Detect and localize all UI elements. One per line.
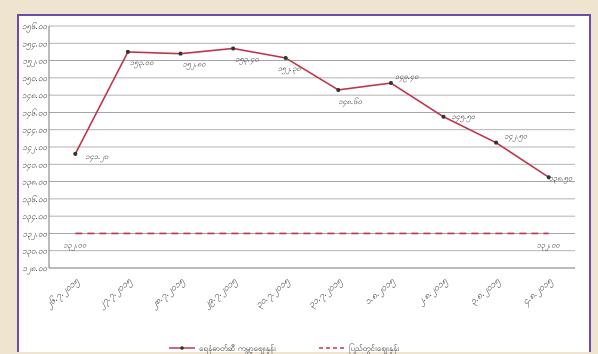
x-tick-label: ၂.၈.၂၀၁၅ — [415, 276, 450, 308]
y-tick-label: ၁၃၀.၀၀ — [22, 247, 48, 258]
data-label: ၁၄၅.၅၀ — [452, 112, 476, 123]
line-chart: ၁၂၈.၀၀ ၁၃၀.၀၀ ၁၃၂.၀၀ ၁၃၄.၀၀ ၁၃၆.၀၀ ၁၃၈.၀၀ ၁၄၀.… — [22, 22, 575, 354]
y-tick-label: ၁၄၈.၀၀ — [22, 91, 48, 102]
data-point — [73, 151, 78, 156]
x-tick-label: ၄.၈.၂၀၁၅ — [521, 276, 556, 308]
data-label: ၁၅၃.၀၀ — [130, 58, 154, 69]
x-tick-label: ၃၁.၇.၂၀၁၅ — [307, 276, 346, 311]
data-point — [231, 46, 236, 51]
data-point — [388, 81, 393, 86]
y-tick-label: ၁၅၀.၀၀ — [22, 74, 48, 85]
data-label: ၁၄၂.၅၀ — [504, 132, 528, 143]
y-tick-label: ၁၄၄.၀၀ — [22, 126, 48, 137]
data-label: ၁၅၂.၃၀ — [278, 64, 302, 75]
legend-marker — [180, 346, 184, 350]
x-tick-label: ၂၈.၇.၂၀၁၅ — [149, 276, 188, 311]
y-tick-label: ၁၃၄.၀၀ — [22, 212, 48, 223]
data-label: ၁၃၂.၀၀ — [537, 240, 561, 251]
data-label: ၁၄၉.၄၀ — [395, 72, 419, 83]
data-point — [178, 51, 183, 56]
legend-label: ပြည်တွင်းဈေးနှုန်း — [349, 343, 400, 354]
y-tick-label: ၁၄၂.၀၀ — [23, 143, 48, 154]
x-tick-label: ၂၉.၇.၂၀၁၅ — [201, 276, 240, 311]
data-point — [283, 55, 288, 60]
data-point — [546, 175, 551, 180]
series-line-0 — [74, 47, 550, 178]
y-tick-label: ၁၅၄.၀၀ — [22, 39, 48, 50]
y-tick-label: ၁၃၂.၀၀ — [23, 229, 48, 240]
x-tick-label: ၁.၈.၂၀၁၅ — [363, 276, 398, 308]
data-point — [441, 114, 446, 119]
y-tick-label: ၁၅၂.၀၀ — [23, 57, 48, 68]
x-tick-label: ၃.၈.၂၀၁၅ — [468, 276, 503, 308]
y-tick-label: ၁၂၈.၀၀ — [22, 264, 47, 275]
x-tick-label: ၃၀.၇.၂၀၁၅ — [254, 276, 293, 311]
data-label: ၁၄၈.၆၀ — [338, 97, 362, 108]
x-tick-label: ၂၆.၇.၂၀၁၅ — [43, 275, 83, 311]
data-label: ၁၄၁.၂၀ — [85, 152, 109, 163]
data-point — [125, 49, 130, 54]
data-label: ၁၃၈.၅၀ — [549, 173, 573, 184]
y-tick-label: ၁၄၀.၀၀ — [22, 160, 48, 171]
y-tick-label: ၁၄၆.၀၀ — [22, 108, 48, 119]
y-tick-label: ၁၃၆.၀၀ — [22, 195, 48, 206]
x-tick-label: ၂၇.၇.၂၀၁၅ — [96, 276, 135, 311]
legend-label: ရေနံဓာတ်ဆီ ကမ္ဘာ့ဈေးနှုန်း — [199, 343, 277, 354]
chart-frame: ၁၂၈.၀၀ ၁၃၀.၀၀ ၁၃၂.၀၀ ၁၃၄.၀၀ ၁၃၆.၀၀ ၁၃၈.၀၀ ၁၄၀.… — [17, 14, 591, 354]
data-point — [336, 87, 341, 92]
y-tick-label: ၁၅၆.၀၀ — [22, 22, 48, 33]
y-tick-label: ၁၃၈.၀၀ — [22, 178, 48, 189]
data-label: ၁၃၂.၀၀ — [63, 240, 87, 251]
data-label: ၁၅၃.၄၀ — [235, 54, 259, 65]
data-label: ၁၅၂.၈၀ — [183, 60, 207, 71]
data-point — [494, 140, 499, 145]
